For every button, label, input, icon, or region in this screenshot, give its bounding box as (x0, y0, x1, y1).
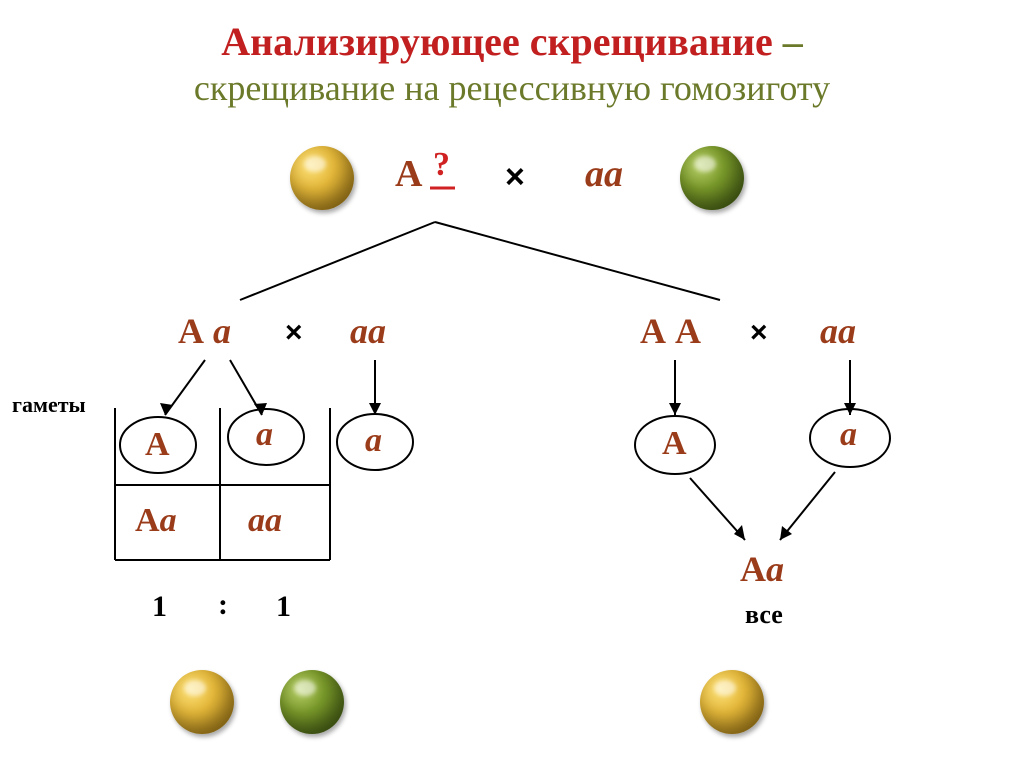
top-question: ? (433, 146, 450, 184)
pea-green-top (680, 146, 744, 210)
title-sub: скрещивание на рецессивную гомозиготу (0, 67, 1024, 109)
allele-A: А (395, 153, 422, 195)
qmark: ? (433, 146, 450, 183)
allele-aa: аа (585, 153, 623, 195)
allele-AA: А А (640, 311, 701, 351)
top-cross: × (505, 158, 525, 197)
ratio-1-left: 1 (152, 590, 167, 624)
ratio-1-right: 1 (276, 590, 291, 624)
left-Aa: А а (178, 310, 231, 352)
top-aa: аа (585, 152, 623, 196)
title-dash: – (773, 19, 803, 64)
punnett-aa: аа (248, 502, 282, 540)
g-a2: а (365, 422, 382, 459)
right-AA: А А (640, 310, 701, 352)
cross-sym-2: × (285, 316, 303, 349)
gamete-a-right: а (840, 416, 857, 454)
left-aa: аа (350, 310, 386, 352)
p-Aa: Аа (135, 502, 177, 539)
overlay-svg (0, 0, 1024, 767)
right-cross: × (750, 316, 768, 350)
left-cross: × (285, 316, 303, 350)
allele-Aa-sp: А а (178, 311, 231, 351)
cross-sym-3: × (750, 316, 768, 349)
gamete-a-left2: а (256, 416, 273, 454)
g-a: а (256, 416, 273, 453)
g-A: А (145, 426, 170, 463)
pea-yellow-bottom-right (700, 670, 764, 734)
gamete-A-right: А (662, 425, 687, 463)
r-Aa: Аа (740, 549, 784, 589)
result-Aa-right: Аа (740, 548, 784, 590)
pea-green-bottom (280, 670, 344, 734)
all-label: все (745, 600, 783, 630)
allele-aa-2: аа (350, 311, 386, 351)
g-A-r: А (662, 425, 687, 462)
cross-sym: × (505, 158, 525, 196)
top-A: А (395, 152, 422, 196)
gamete-a-left3: а (365, 422, 382, 460)
allele-aa-3: аа (820, 311, 856, 351)
title-text: Анализирующее скрещивание (221, 19, 773, 64)
right-aa: аа (820, 310, 856, 352)
ratio-colon: : (218, 588, 228, 622)
title-main: Анализирующее скрещивание – (0, 0, 1024, 65)
pea-yellow-top (290, 146, 354, 210)
gametes-label: гаметы (12, 392, 86, 418)
pea-yellow-bottom-left (170, 670, 234, 734)
g-a-r: а (840, 416, 857, 453)
gamete-A-left: А (145, 426, 170, 464)
punnett-Aa: Аа (135, 502, 177, 540)
p-aa: аа (248, 502, 282, 539)
